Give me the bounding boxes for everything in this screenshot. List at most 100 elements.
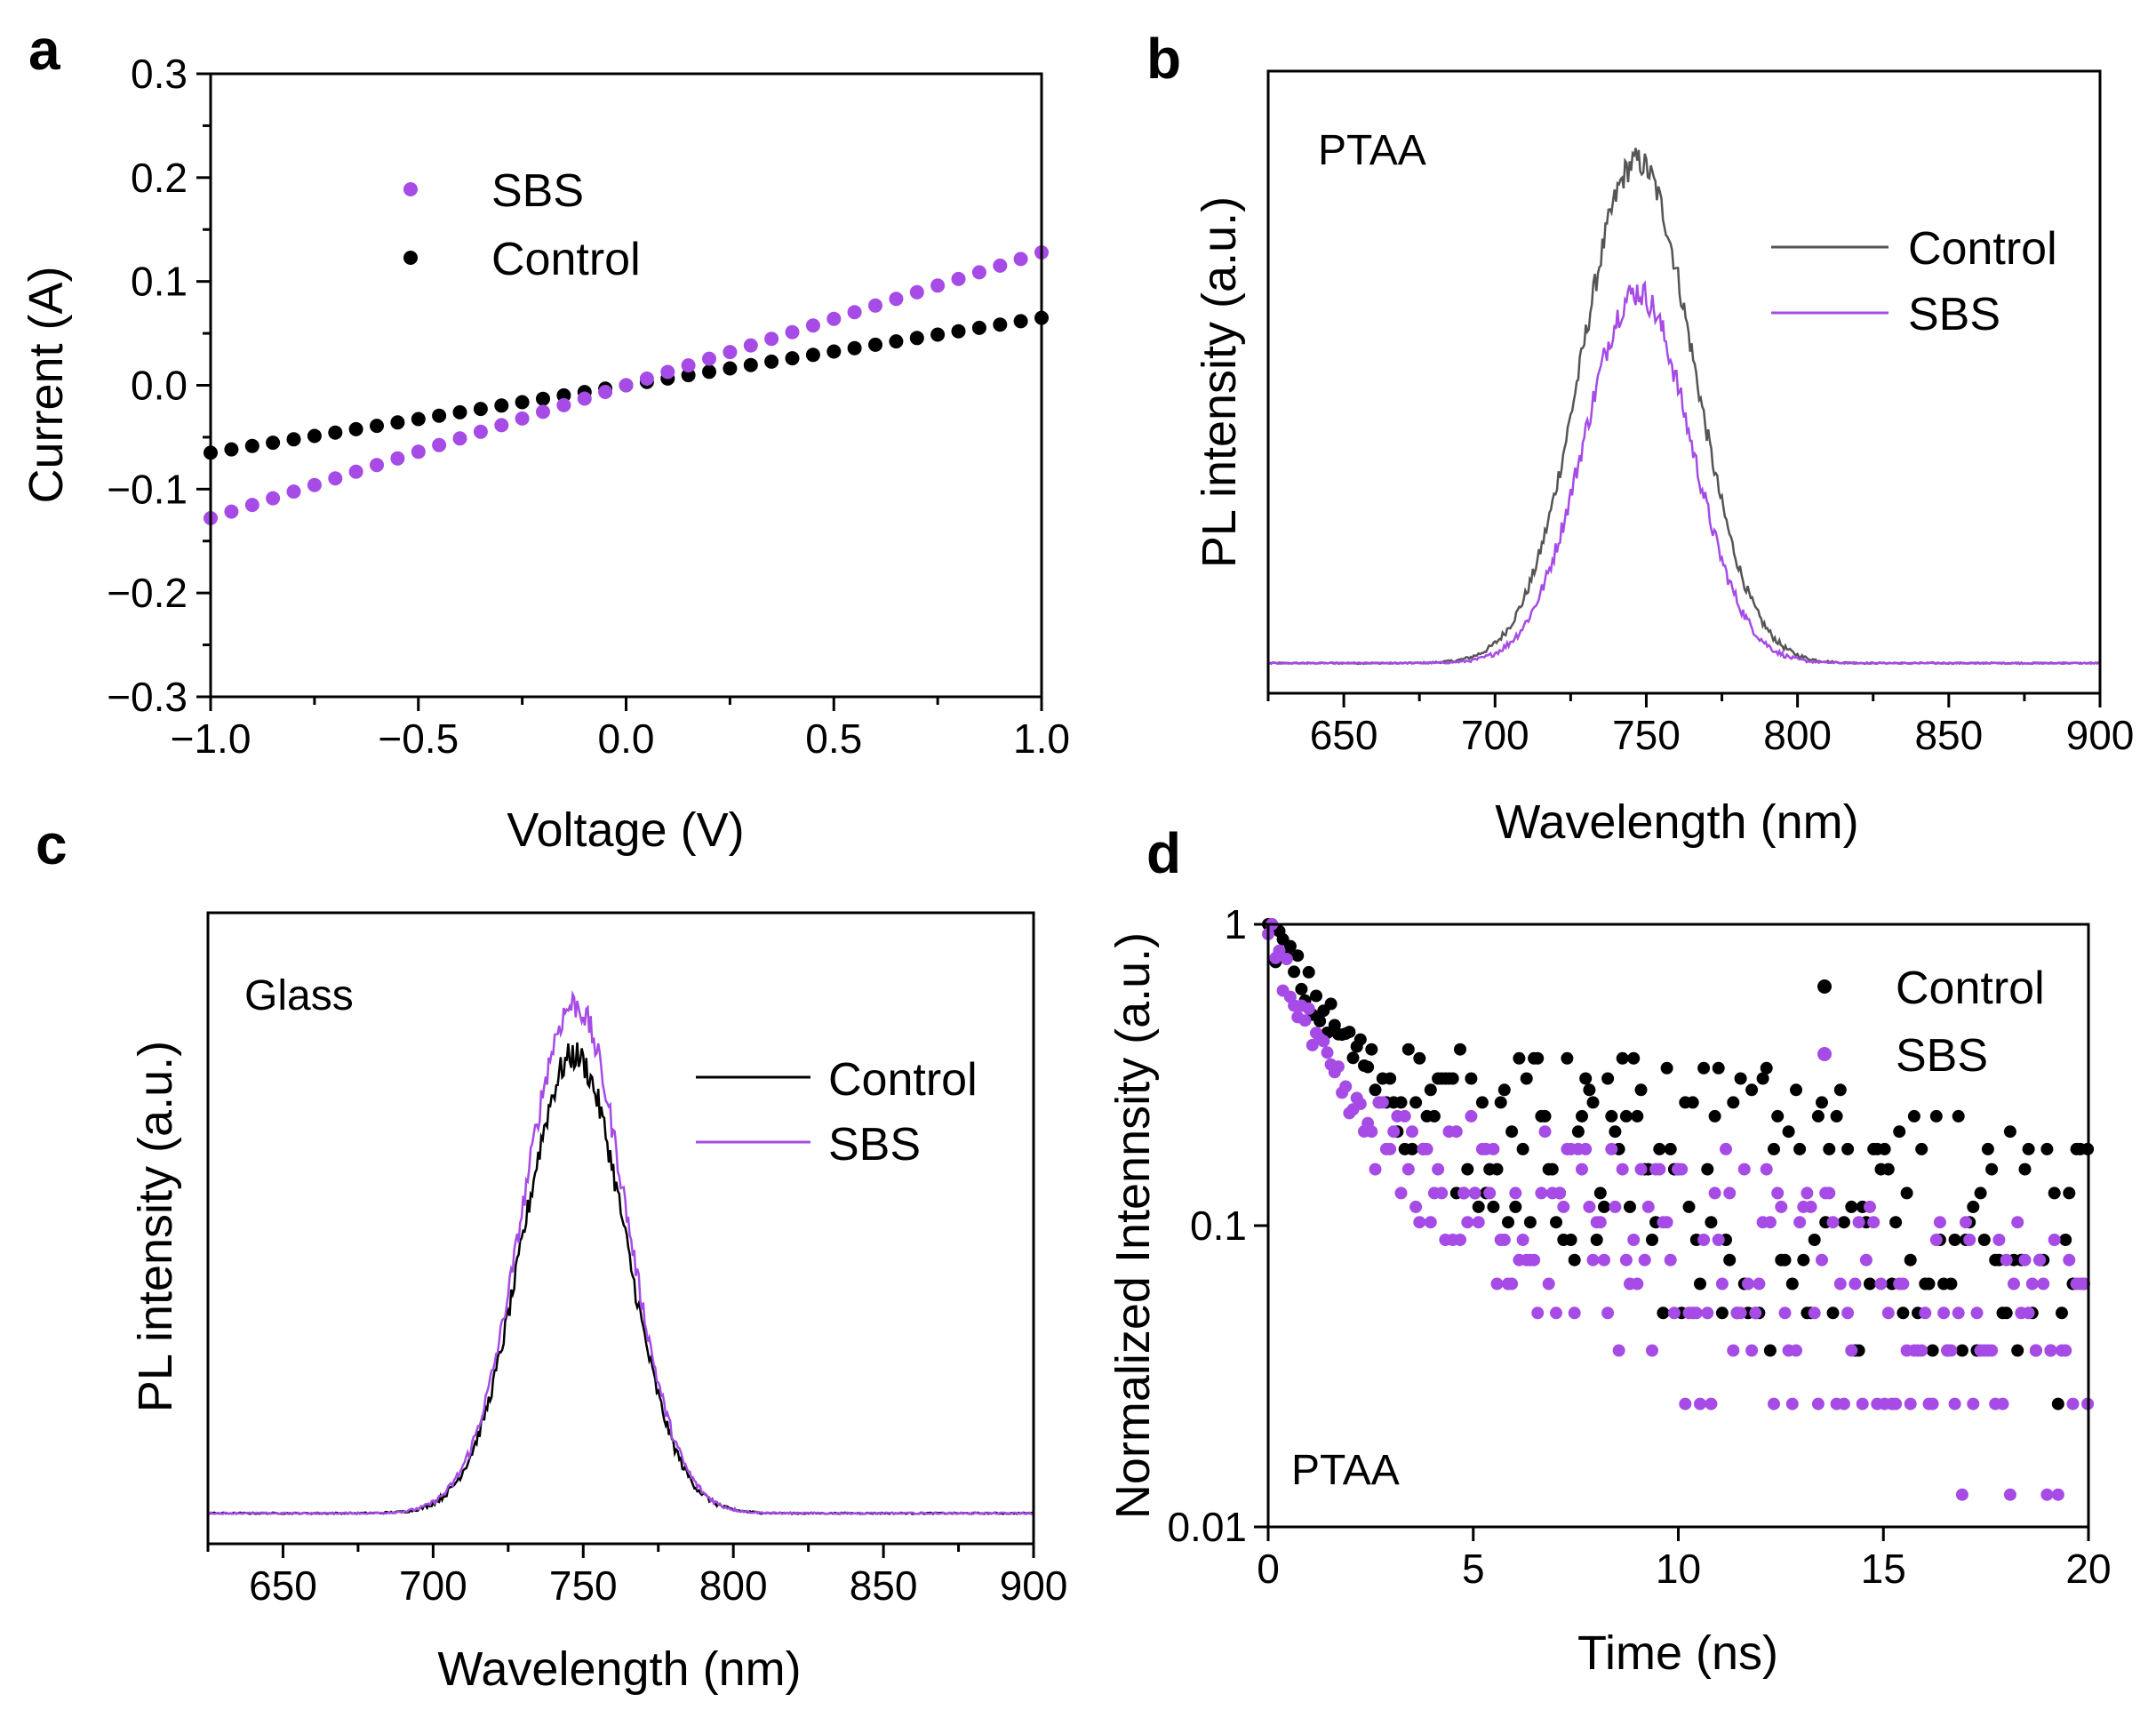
- a-point-sbs: [889, 292, 904, 307]
- d-point-control: [1712, 1061, 1725, 1075]
- d-point-sbs: [1432, 1163, 1445, 1176]
- a-point-sbs: [452, 431, 467, 446]
- d-point-sbs: [1384, 1142, 1397, 1155]
- d-point-control: [1760, 1061, 1773, 1075]
- d-point-control: [1745, 1083, 1759, 1097]
- d-point-control: [1808, 1234, 1821, 1246]
- d-point-control: [1590, 1234, 1603, 1246]
- d-point-sbs: [1353, 1098, 1367, 1110]
- a-y-tick-label: −0.1: [107, 466, 188, 512]
- d-point-control: [1609, 1125, 1622, 1139]
- c-data-marks: [207, 989, 1034, 1516]
- d-point-control: [1343, 1026, 1356, 1039]
- d-legend: Control SBS: [1817, 963, 2045, 1082]
- a-point-sbs: [328, 471, 343, 486]
- d-point-sbs: [1376, 1096, 1389, 1109]
- a-x-axis-title: Voltage (V): [507, 803, 744, 857]
- a-point-sbs: [847, 305, 862, 320]
- c-legend-label-sbs: SBS: [828, 1119, 921, 1171]
- d-point-sbs: [1708, 1187, 1721, 1200]
- a-point-sbs: [598, 385, 613, 399]
- d-point-sbs: [1701, 1306, 1714, 1320]
- d-point-sbs: [1808, 1306, 1821, 1320]
- c-legend-label-control: Control: [828, 1054, 978, 1106]
- d-data-marks: [1262, 918, 2095, 1501]
- d-point-control: [1756, 1072, 1769, 1085]
- b-x-tick-label: 900: [2066, 712, 2135, 758]
- a-legend-marker-control: [403, 251, 418, 265]
- d-point-sbs: [1483, 1187, 1497, 1200]
- d-point-control: [1701, 1163, 1714, 1176]
- d-point-sbs: [1601, 1306, 1615, 1320]
- d-point-sbs: [2044, 1344, 2057, 1357]
- d-point-sbs: [2066, 1397, 2080, 1410]
- d-point-control: [1896, 1306, 1910, 1320]
- a-point-control: [494, 398, 509, 413]
- d-legend-label-control: Control: [1896, 963, 2045, 1014]
- d-point-sbs: [1542, 1277, 1555, 1290]
- d-point-sbs: [2059, 1344, 2072, 1357]
- d-point-control: [2056, 1306, 2068, 1320]
- d-point-control: [1823, 1142, 1836, 1155]
- a-point-control: [266, 435, 281, 451]
- d-point-sbs: [1753, 1277, 1766, 1290]
- d-point-sbs: [2018, 1253, 2032, 1267]
- d-point-sbs: [1697, 1234, 1711, 1246]
- d-point-sbs: [1369, 1163, 1382, 1176]
- d-point-control: [1454, 1043, 1466, 1056]
- d-point-control: [1952, 1109, 1965, 1123]
- d-point-control: [1291, 949, 1305, 963]
- d-point-sbs: [1538, 1125, 1552, 1139]
- d-point-sbs: [1816, 1253, 1828, 1267]
- d-point-sbs: [1811, 1397, 1825, 1410]
- d-point-sbs: [1605, 1142, 1618, 1155]
- d-point-sbs: [1497, 1234, 1511, 1246]
- d-point-control: [1394, 1096, 1408, 1109]
- d-point-sbs: [1712, 1234, 1725, 1246]
- d-point-control: [2003, 1125, 2016, 1139]
- panel-letter-b: b: [1146, 27, 1181, 91]
- d-point-sbs: [1398, 1109, 1411, 1123]
- a-point-sbs: [370, 458, 384, 473]
- d-point-sbs: [1420, 1142, 1433, 1155]
- d-point-sbs: [1763, 1216, 1777, 1229]
- d-point-control: [1605, 1109, 1618, 1123]
- d-point-sbs: [1406, 1125, 1418, 1139]
- a-point-control: [930, 327, 946, 342]
- d-point-control: [1985, 1163, 1999, 1176]
- d-point-control: [1624, 1200, 1636, 1213]
- d-point-control: [1461, 1163, 1474, 1176]
- d-point-control: [1401, 1043, 1415, 1056]
- d-point-sbs: [1516, 1234, 1529, 1246]
- a-point-sbs: [348, 464, 363, 479]
- d-point-sbs: [1689, 1306, 1703, 1320]
- d-point-sbs: [1915, 1344, 1928, 1357]
- d-point-control: [1967, 1200, 1980, 1213]
- d-point-control: [1561, 1051, 1574, 1065]
- a-point-control: [556, 388, 571, 403]
- d-point-sbs: [1598, 1253, 1610, 1267]
- a-point-control: [244, 438, 260, 453]
- d-point-sbs: [1896, 1277, 1910, 1290]
- a-point-sbs: [556, 397, 571, 412]
- d-point-sbs: [1723, 1187, 1737, 1200]
- a-point-control: [743, 357, 758, 372]
- c-x-tick-label: 750: [549, 1562, 618, 1609]
- d-point-control: [1465, 1072, 1478, 1085]
- d-point-control: [1550, 1216, 1562, 1229]
- d-point-sbs: [1933, 1216, 1946, 1229]
- d-point-sbs: [1627, 1234, 1641, 1246]
- d-point-sbs: [1631, 1277, 1644, 1290]
- a-point-control: [432, 408, 447, 423]
- d-point-control: [1424, 1083, 1437, 1097]
- d-point-sbs: [1641, 1200, 1655, 1213]
- panel-letter-c: c: [36, 812, 68, 876]
- d-point-sbs: [1694, 1397, 1706, 1410]
- d-point-control: [1295, 982, 1308, 995]
- d-legend-marker-control: [1817, 979, 1832, 994]
- d-point-sbs: [1804, 1200, 1817, 1213]
- c-x-tick-label: 900: [1000, 1562, 1068, 1609]
- d-point-sbs: [1864, 1200, 1876, 1213]
- d-point-control: [1723, 1253, 1737, 1267]
- a-y-tick-label: 0.2: [131, 155, 188, 201]
